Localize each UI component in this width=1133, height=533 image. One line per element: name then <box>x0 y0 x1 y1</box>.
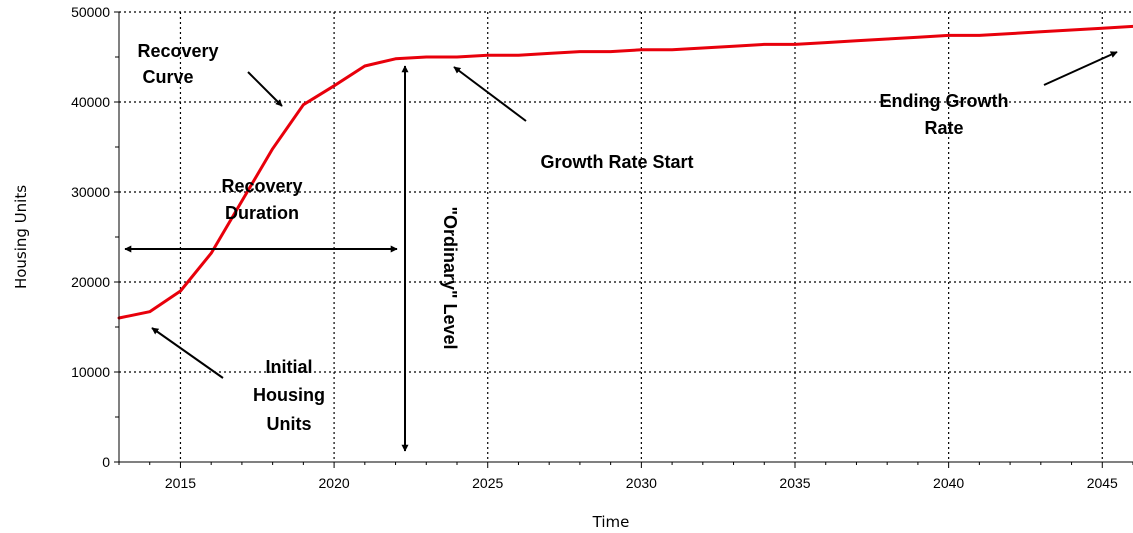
annotation-initial-housing-units-line1: Initial <box>265 357 312 377</box>
series-line <box>117 24 1133 320</box>
annotation-ordinary-level: "Ordinary" Level <box>440 206 460 349</box>
x-tick-label: 2030 <box>626 475 657 491</box>
gridlines <box>119 11 1133 462</box>
x-tick-label: 2040 <box>933 475 964 491</box>
initial-housing-units-arrow <box>151 327 224 379</box>
y-tick-label: 0 <box>102 454 110 470</box>
y-tick-label: 40000 <box>71 94 110 110</box>
x-tick-label: 2025 <box>472 475 503 491</box>
x-tick-labels: 2015 2020 2025 2030 2035 2040 2045 <box>165 475 1118 491</box>
annotation-recovery-duration-line1: Recovery <box>221 176 302 196</box>
ending-growth-rate-arrow <box>1043 51 1118 86</box>
y-axis-title: Housing Units <box>12 185 30 289</box>
x-axis-title: Time <box>592 513 630 531</box>
y-tick-label: 10000 <box>71 364 110 380</box>
x-tick-label: 2045 <box>1087 475 1118 491</box>
annotation-recovery-curve-line2: Curve <box>142 67 193 87</box>
series-layer <box>117 24 1133 320</box>
annotation-ending-growth-rate-line1: Ending Growth <box>880 91 1009 111</box>
annotation-growth-rate-start: Growth Rate Start <box>540 152 693 172</box>
recovery-curve-arrow <box>247 71 283 107</box>
plot-area <box>119 12 1133 462</box>
y-tick-label: 20000 <box>71 274 110 290</box>
annotation-initial-housing-units-line2: Housing <box>253 385 325 405</box>
growth-rate-start-arrow <box>453 66 527 122</box>
y-tick-label: 50000 <box>71 4 110 20</box>
annotation-recovery-curve-line1: Recovery <box>137 41 218 61</box>
x-tick-label: 2020 <box>319 475 350 491</box>
y-tick-label: 30000 <box>71 184 110 200</box>
annotation-ending-growth-rate-line2: Rate <box>924 118 963 138</box>
annotation-recovery-duration-line2: Duration <box>225 203 299 223</box>
x-tick-label: 2035 <box>779 475 810 491</box>
x-tick-label: 2015 <box>165 475 196 491</box>
y-tick-labels: 0 10000 20000 30000 40000 50000 <box>71 4 110 470</box>
annotation-initial-housing-units-line3: Units <box>267 414 312 434</box>
